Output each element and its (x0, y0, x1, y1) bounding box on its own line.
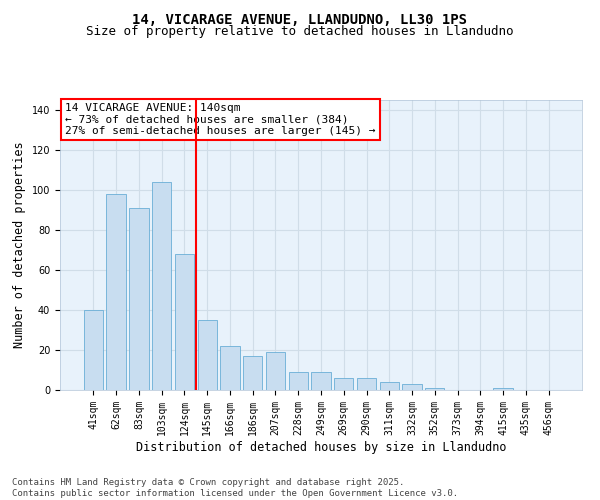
Bar (197, 320, 217, 390)
Bar (243, 356, 262, 390)
Text: 14, VICARAGE AVENUE, LLANDUDNO, LL30 1PS: 14, VICARAGE AVENUE, LLANDUDNO, LL30 1PS (133, 12, 467, 26)
Bar (106, 194, 126, 390)
Bar (266, 352, 285, 390)
Text: 14 VICARAGE AVENUE: 140sqm
← 73% of detached houses are smaller (384)
27% of sem: 14 VICARAGE AVENUE: 140sqm ← 73% of deta… (65, 103, 376, 136)
Bar (403, 384, 422, 390)
Bar (129, 208, 149, 390)
Y-axis label: Number of detached properties: Number of detached properties (13, 142, 26, 348)
Bar (175, 254, 194, 390)
Text: Contains HM Land Registry data © Crown copyright and database right 2025.
Contai: Contains HM Land Registry data © Crown c… (12, 478, 458, 498)
Bar (334, 378, 353, 390)
X-axis label: Distribution of detached houses by size in Llandudno: Distribution of detached houses by size … (136, 440, 506, 454)
Bar (84, 310, 103, 390)
Bar (380, 382, 399, 390)
Text: Size of property relative to detached houses in Llandudno: Size of property relative to detached ho… (86, 25, 514, 38)
Bar (311, 372, 331, 390)
Bar (425, 388, 445, 390)
Bar (220, 346, 239, 390)
Bar (493, 388, 513, 390)
Bar (357, 378, 376, 390)
Bar (289, 372, 308, 390)
Bar (152, 182, 172, 390)
